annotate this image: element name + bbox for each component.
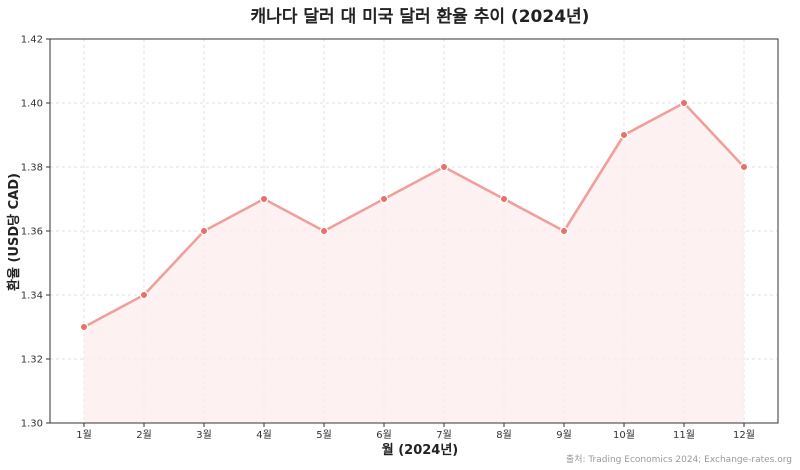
area-fill (84, 103, 744, 423)
y-axis-ticks: 1.30 1.32 1.34 1.36 1.38 1.40 1.42 (21, 35, 50, 430)
data-point (619, 130, 629, 140)
data-point (319, 226, 329, 236)
data-point (139, 290, 149, 300)
data-point (499, 194, 509, 204)
x-tick-label: 11월 (673, 429, 695, 441)
x-tick-label: 8월 (496, 429, 512, 441)
data-point (199, 226, 209, 236)
x-tick-label: 10월 (613, 429, 635, 441)
x-tick-label: 5월 (316, 429, 332, 441)
x-axis-ticks: 1월 2월 3월 4월 5월 6월 7월 8월 9월 10월 11월 12월 (76, 423, 755, 441)
x-tick-label: 9월 (556, 429, 572, 441)
y-tick-label: 1.30 (21, 419, 43, 430)
y-tick-label: 1.36 (21, 227, 43, 238)
plot-frame (49, 38, 779, 424)
x-tick-label: 4월 (256, 429, 272, 441)
y-tick-label: 1.42 (21, 35, 43, 46)
y-axis-label: 환율 (USD당 CAD) (6, 173, 22, 291)
x-axis-label: 월 (2024년) (382, 442, 459, 458)
data-point (679, 98, 689, 108)
y-tick-label: 1.32 (21, 355, 43, 366)
x-tick-label: 1월 (76, 429, 92, 441)
x-tick-label: 3월 (196, 429, 212, 441)
y-tick-label: 1.38 (21, 163, 43, 174)
data-point (379, 194, 389, 204)
series-line (83, 101, 745, 329)
data-point (559, 226, 569, 236)
data-point (439, 162, 449, 172)
data-point (79, 322, 89, 332)
x-tick-label: 7월 (436, 429, 452, 441)
chart-title: 캐나다 달러 대 미국 달러 환율 추이 (2024년) (251, 6, 590, 27)
y-tick-label: 1.34 (21, 291, 43, 302)
data-point (739, 162, 749, 172)
x-tick-label: 6월 (376, 429, 392, 441)
x-tick-label: 12월 (733, 429, 755, 441)
data-point (259, 194, 269, 204)
x-tick-label: 2월 (136, 429, 152, 441)
source-note: 출처: Trading Economics 2024; Exchange-rat… (566, 453, 792, 465)
y-tick-label: 1.40 (21, 99, 43, 110)
data-points (79, 98, 749, 332)
